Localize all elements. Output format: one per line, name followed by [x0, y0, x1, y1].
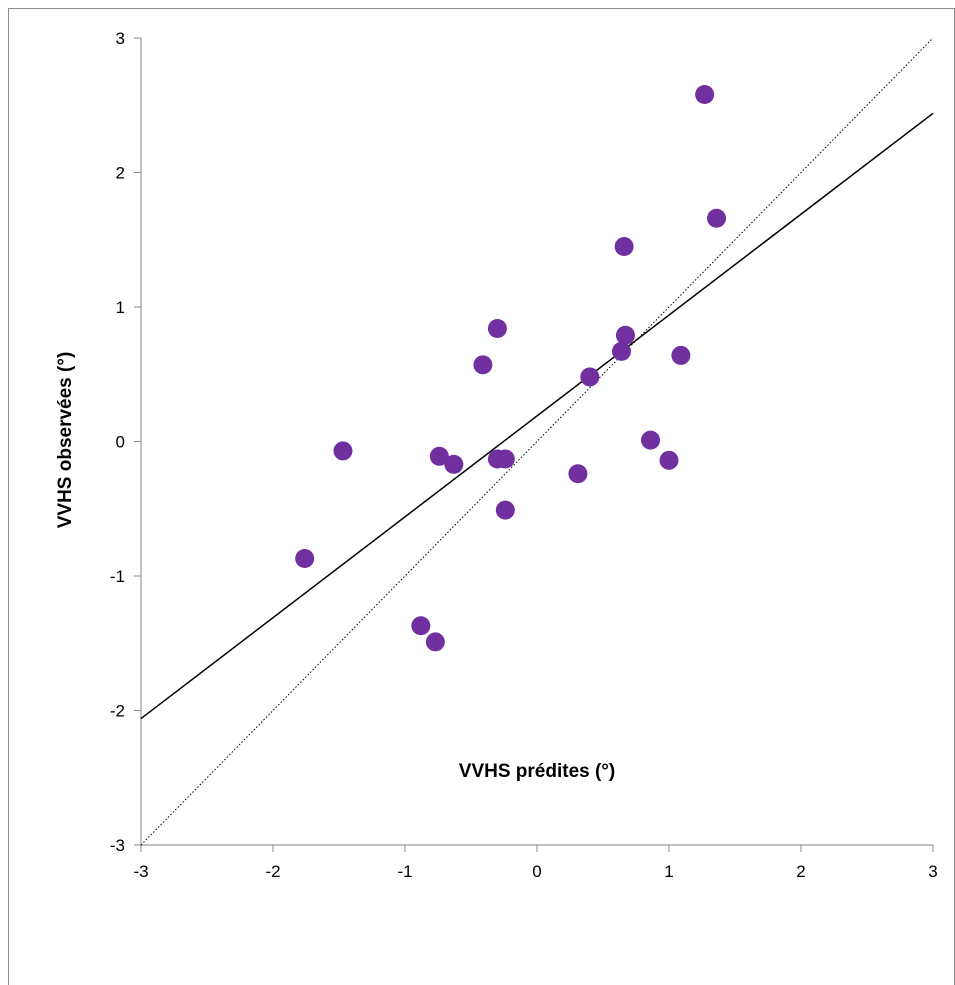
x-tick-label: -2: [265, 862, 280, 881]
x-tick-label: 1: [664, 862, 673, 881]
y-tick-label: 2: [116, 164, 125, 183]
x-tick-label: 3: [928, 862, 937, 881]
data-point: [444, 454, 464, 474]
data-point: [614, 236, 634, 256]
x-axis-ticks: -3 -2 -1 0 1 2 3: [133, 845, 938, 881]
y-axis-ticks: -3 -2 -1 0 1 2 3: [110, 29, 141, 855]
x-tick-label: 2: [796, 862, 805, 881]
y-tick-label: -2: [110, 702, 125, 721]
x-tick-label: -1: [397, 862, 412, 881]
data-point: [707, 208, 727, 228]
x-axis-title: VVHS prédites (°): [459, 761, 615, 782]
data-point: [425, 632, 445, 652]
identity-line: [140, 37, 934, 846]
data-point: [295, 549, 315, 569]
x-tick-label: 0: [532, 862, 541, 881]
data-point: [641, 430, 661, 450]
data-point: [495, 500, 515, 520]
chart-border: [8, 8, 955, 985]
data-point: [429, 446, 449, 466]
data-point: [487, 319, 507, 339]
data-point: [695, 84, 715, 104]
data-point: [473, 355, 493, 375]
data-points: [295, 84, 727, 652]
trend-lines: [140, 37, 934, 846]
y-tick-label: 3: [116, 29, 125, 48]
x-tick-label: -3: [133, 862, 148, 881]
data-point: [671, 345, 691, 365]
data-point: [411, 616, 431, 636]
y-axis-title: VVHS observées (°): [55, 352, 76, 529]
y-tick-label: 1: [116, 298, 125, 317]
data-point: [615, 325, 635, 345]
data-point: [659, 450, 679, 470]
regression-line: [140, 112, 934, 720]
data-point: [611, 341, 631, 361]
data-point: [495, 449, 515, 469]
data-point: [568, 464, 588, 484]
y-tick-label: -1: [110, 567, 125, 586]
y-tick-label: -3: [110, 836, 125, 855]
data-point: [580, 367, 600, 387]
y-tick-label: 0: [116, 433, 125, 452]
data-point: [333, 441, 353, 461]
